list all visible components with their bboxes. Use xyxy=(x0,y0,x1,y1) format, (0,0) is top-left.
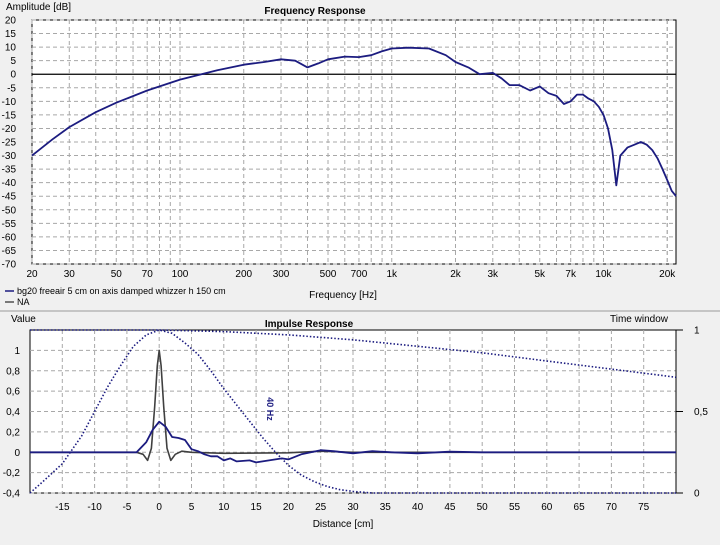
impulse-response-title: Impulse Response xyxy=(265,319,354,330)
impulse-response-y-axis-label: Value xyxy=(11,314,36,325)
fr-y-tick-label-5: -5 xyxy=(7,83,16,94)
fr-y-tick-label-6: -10 xyxy=(2,97,17,108)
impulse-response-ticks: -15 -10 -5 0 5 10 15 20 25 30 35 40 45 50 55 60 65 70 7510… xyxy=(3,326,709,514)
fr-x-tick-label-4: 100 xyxy=(172,269,189,280)
ir-x-tick-label-7: 20 xyxy=(283,502,295,513)
ir-x-tick-label-2: -5 xyxy=(122,502,131,513)
ir-x-tick-label-0: -15 xyxy=(55,502,70,513)
ir-y-tick-label-6: -0,2 xyxy=(3,468,21,479)
fr-y-tick-label-2: 10 xyxy=(5,43,17,54)
fr-y-tick-label-8: -20 xyxy=(2,124,17,135)
impulse-response-x-axis-label: Distance [cm] xyxy=(313,519,374,530)
impulse-response-series xyxy=(29,329,677,494)
ir-y-tick-label-1: 0,8 xyxy=(6,366,20,377)
ir-y-tick-label-4: 0,2 xyxy=(6,427,20,438)
ir-x-tick-label-13: 50 xyxy=(477,502,489,513)
ir-series-line-2 xyxy=(30,329,677,379)
ir-y2-tick-label-2: 0 xyxy=(694,489,700,500)
impulse-response-y2-axis-label: Time window xyxy=(610,314,669,325)
fr-x-tick-label-0: 20 xyxy=(26,269,38,280)
fr-x-tick-label-10: 2k xyxy=(450,269,462,280)
fr-x-tick-label-8: 700 xyxy=(351,269,368,280)
fr-x-tick-label-11: 3k xyxy=(487,269,499,280)
ir-x-tick-label-11: 40 xyxy=(412,502,424,513)
frequency-response-title: Frequency Response xyxy=(264,6,366,17)
ir-x-tick-label-10: 35 xyxy=(380,502,392,513)
ir-x-tick-label-3: 0 xyxy=(156,502,162,513)
fr-y-tick-label-15: -55 xyxy=(2,219,17,230)
fr-y-tick-label-3: 5 xyxy=(10,56,16,67)
ir-y-tick-label-5: 0 xyxy=(14,448,20,459)
fr-y-tick-label-9: -25 xyxy=(2,138,17,149)
frequency-response-ticks: 20 30 50 70 100 200 300 500 700 1k 2k 3k 5k 7k 10k 20k2… xyxy=(2,16,677,281)
fr-y-tick-label-14: -50 xyxy=(2,205,17,216)
fr-y-tick-label-7: -15 xyxy=(2,110,17,121)
fr-y-tick-label-12: -40 xyxy=(2,178,17,189)
ir-x-tick-label-8: 25 xyxy=(315,502,327,513)
fr-y-tick-label-10: -30 xyxy=(2,151,17,162)
ir-x-tick-label-16: 65 xyxy=(574,502,586,513)
impulse-response-window-annotation: 40 Hz xyxy=(265,397,275,421)
ir-x-tick-label-14: 55 xyxy=(509,502,521,513)
ir-y-tick-label-2: 0,6 xyxy=(6,387,20,398)
fr-x-tick-label-13: 7k xyxy=(565,269,577,280)
fr-y-tick-label-1: 15 xyxy=(5,29,17,40)
ir-y-tick-label-7: -0,4 xyxy=(3,489,21,500)
fr-y-tick-label-18: -70 xyxy=(2,260,17,271)
fr-x-tick-label-12: 5k xyxy=(534,269,546,280)
ir-x-tick-label-4: 5 xyxy=(189,502,195,513)
fr-y-tick-label-0: 20 xyxy=(5,16,17,27)
ir-x-tick-label-5: 10 xyxy=(218,502,230,513)
fr-x-tick-label-3: 70 xyxy=(142,269,154,280)
ir-y2-tick-label-1: 0,5 xyxy=(694,407,708,418)
fr-y-tick-label-13: -45 xyxy=(2,192,17,203)
ir-x-tick-label-1: -10 xyxy=(87,502,102,513)
legend-entry-series-1: bg20 freeair 5 cm on axis damped whizzer… xyxy=(17,286,226,296)
frequency-response-grid xyxy=(31,19,676,265)
impulse-response-grid xyxy=(30,330,676,494)
fr-x-tick-label-15: 20k xyxy=(659,269,676,280)
ir-y2-tick-label-0: 1 xyxy=(694,326,700,337)
frequency-response-x-axis-label: Frequency [Hz] xyxy=(309,290,377,301)
frequency-response-legend: bg20 freeair 5 cm on axis damped whizzer… xyxy=(5,286,226,307)
frequency-response-chart: 20 30 50 70 100 200 300 500 700 1k 2k 3k 5k 7k 10k 20k2… xyxy=(2,2,677,307)
fr-y-tick-label-16: -60 xyxy=(2,232,17,243)
ir-y-tick-label-3: 0,4 xyxy=(6,407,20,418)
frequency-response-series xyxy=(31,46,677,197)
ir-x-tick-label-18: 75 xyxy=(638,502,650,513)
fr-x-tick-label-14: 10k xyxy=(595,269,612,280)
fr-series-line-0 xyxy=(31,46,677,197)
ir-y-tick-label-0: 1 xyxy=(14,346,20,357)
fr-x-tick-label-2: 50 xyxy=(111,269,123,280)
ir-series-line-3 xyxy=(29,329,676,494)
impulse-response-chart: -15 -10 -5 0 5 10 15 20 25 30 35 40 45 50 55 60 65 70 7510… xyxy=(3,314,709,530)
fr-y-tick-label-17: -65 xyxy=(2,246,17,257)
ir-x-tick-label-15: 60 xyxy=(541,502,553,513)
fr-x-tick-label-1: 30 xyxy=(64,269,76,280)
fr-y-tick-label-4: 0 xyxy=(10,70,16,81)
ir-x-tick-label-12: 45 xyxy=(444,502,456,513)
ir-series-line-1 xyxy=(30,420,676,464)
fr-y-tick-label-11: -35 xyxy=(2,165,17,176)
legend-entry-na: NA xyxy=(17,297,30,307)
ir-x-tick-label-17: 70 xyxy=(606,502,618,513)
frequency-response-y-axis-label: Amplitude [dB] xyxy=(6,2,71,13)
ir-x-tick-label-9: 30 xyxy=(347,502,359,513)
fr-x-tick-label-7: 500 xyxy=(320,269,337,280)
fr-x-tick-label-9: 1k xyxy=(386,269,398,280)
fr-x-tick-label-6: 300 xyxy=(273,269,290,280)
fr-x-tick-label-5: 200 xyxy=(235,269,252,280)
ir-x-tick-label-6: 15 xyxy=(251,502,263,513)
